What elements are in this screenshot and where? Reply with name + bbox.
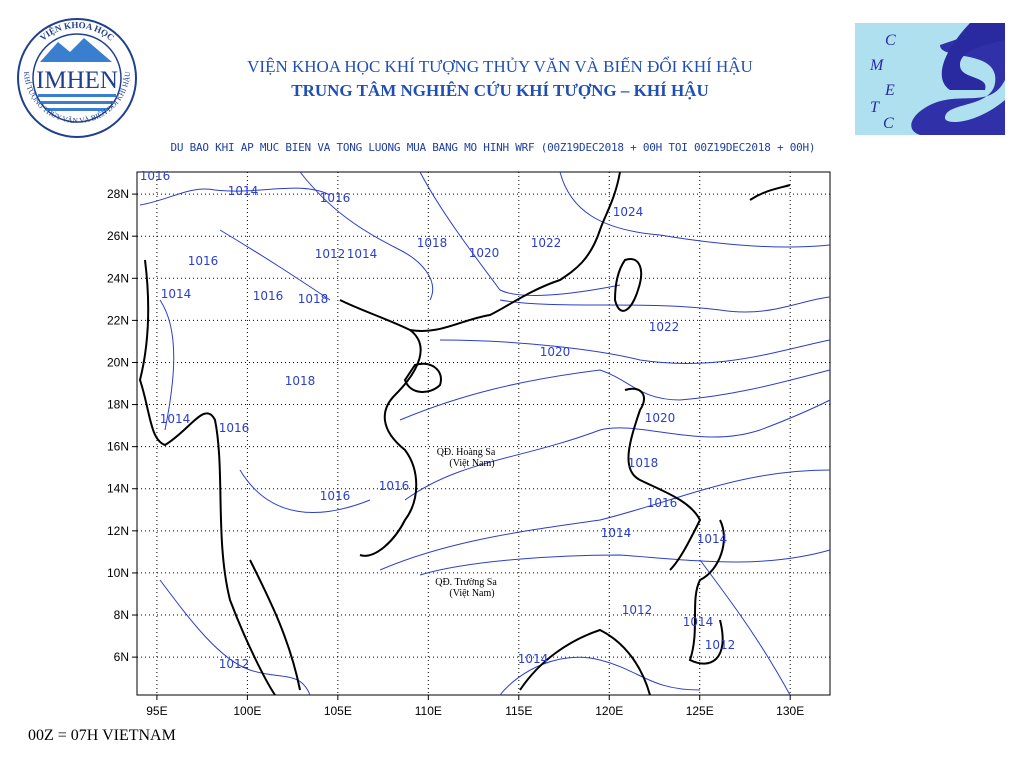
logo-name: IMHEN <box>36 67 118 94</box>
y-tick-label: 20N <box>107 355 129 369</box>
x-tick-label: 115E <box>505 704 532 718</box>
place-name: QĐ. Hoàng Sa <box>437 447 496 458</box>
x-tick-label: 130E <box>776 704 804 718</box>
isobar-label: 1016 <box>140 169 171 183</box>
isobar-label: 1024 <box>613 205 644 219</box>
isobar-label: 1020 <box>540 345 571 359</box>
isobar-label: 1014 <box>347 247 378 261</box>
x-tick-label: 125E <box>686 704 714 718</box>
y-tick-label: 28N <box>107 187 129 201</box>
isobar-label: 1014 <box>228 184 259 198</box>
isobar-label: 1014 <box>518 652 549 666</box>
isobar-label: 1016 <box>253 289 284 303</box>
y-tick-label: 22N <box>107 313 129 327</box>
x-tick-label: 95E <box>146 704 167 718</box>
y-tick-label: 12N <box>107 524 129 538</box>
isobar-label: 1014 <box>601 526 632 540</box>
center: TRUNG TÂM NGHIÊN CỨU KHÍ TƯỢNG – KHÍ HẬU <box>291 81 708 100</box>
y-tick-label: 8N <box>114 608 129 622</box>
logo-letter: C <box>885 32 896 49</box>
place-country: (Việt Nam) <box>449 588 494 599</box>
y-tick-label: 6N <box>114 650 129 664</box>
isobar-label: 1014 <box>160 412 191 426</box>
isobar-label: 1020 <box>469 246 500 260</box>
isobar-label: 1012 <box>219 657 250 671</box>
isobar-label: 1014 <box>161 287 192 301</box>
graticule <box>132 172 830 700</box>
map-frame <box>136 171 831 696</box>
isobar-label: 1018 <box>285 374 316 388</box>
cmetc-logo <box>855 23 1005 135</box>
logo-letter: T <box>870 99 880 116</box>
y-tick-label: 10N <box>107 566 129 580</box>
footer: 00Z = 07H VIETNAM <box>28 727 176 744</box>
coastlines <box>138 171 791 696</box>
isobar-label: 1018 <box>628 456 659 470</box>
x-tick-label: 105E <box>324 704 352 718</box>
isobar-label: 1022 <box>649 320 680 334</box>
isobar-label: 1016 <box>320 191 351 205</box>
isobar-label: 1016 <box>647 496 678 510</box>
y-tick-label: 14N <box>107 482 129 496</box>
place-name: QĐ. Trường Sa <box>435 577 497 588</box>
logo-letter: M <box>869 57 885 74</box>
institute: VIỆN KHOA HỌC KHÍ TƯỢNG THỦY VĂN VÀ BIẾN… <box>247 56 753 76</box>
isobar-label: 1016 <box>188 254 219 268</box>
subtitle: DU BAO KHI AP MUC BIEN VA TONG LUONG MUA… <box>171 141 816 154</box>
y-tick-label: 26N <box>107 229 129 243</box>
logo-letter: C <box>883 115 894 132</box>
isobar-label: 1018 <box>417 236 448 250</box>
y-tick-label: 24N <box>107 271 129 285</box>
isobar-label: 1022 <box>531 236 562 250</box>
isobar-label: 1016 <box>379 479 410 493</box>
isobar-label: 1014 <box>697 532 728 546</box>
x-tick-label: 100E <box>233 704 261 718</box>
x-tick-label: 110E <box>415 704 442 718</box>
logo-letter: E <box>884 82 895 99</box>
place-country: (Việt Nam) <box>449 458 494 469</box>
y-tick-label: 18N <box>107 398 129 412</box>
isobars <box>139 171 831 696</box>
isobar-label: 1016 <box>219 421 250 435</box>
isobar-label: 1020 <box>645 411 676 425</box>
isobar-label: 1012 <box>315 247 346 261</box>
isobar-label: 1016 <box>320 489 351 503</box>
isobar-label: 1014 <box>683 615 714 629</box>
isobar-label: 1012 <box>705 638 736 652</box>
isobar-label: 1018 <box>298 292 329 306</box>
isobar-label: 1012 <box>622 603 653 617</box>
y-tick-label: 16N <box>107 440 129 454</box>
x-tick-label: 120E <box>595 704 623 718</box>
imhen-logo: VIỆN KHOA HỌC KHÍ TƯỢNG THỦY VĂN VÀ BIẾN… <box>17 18 137 138</box>
